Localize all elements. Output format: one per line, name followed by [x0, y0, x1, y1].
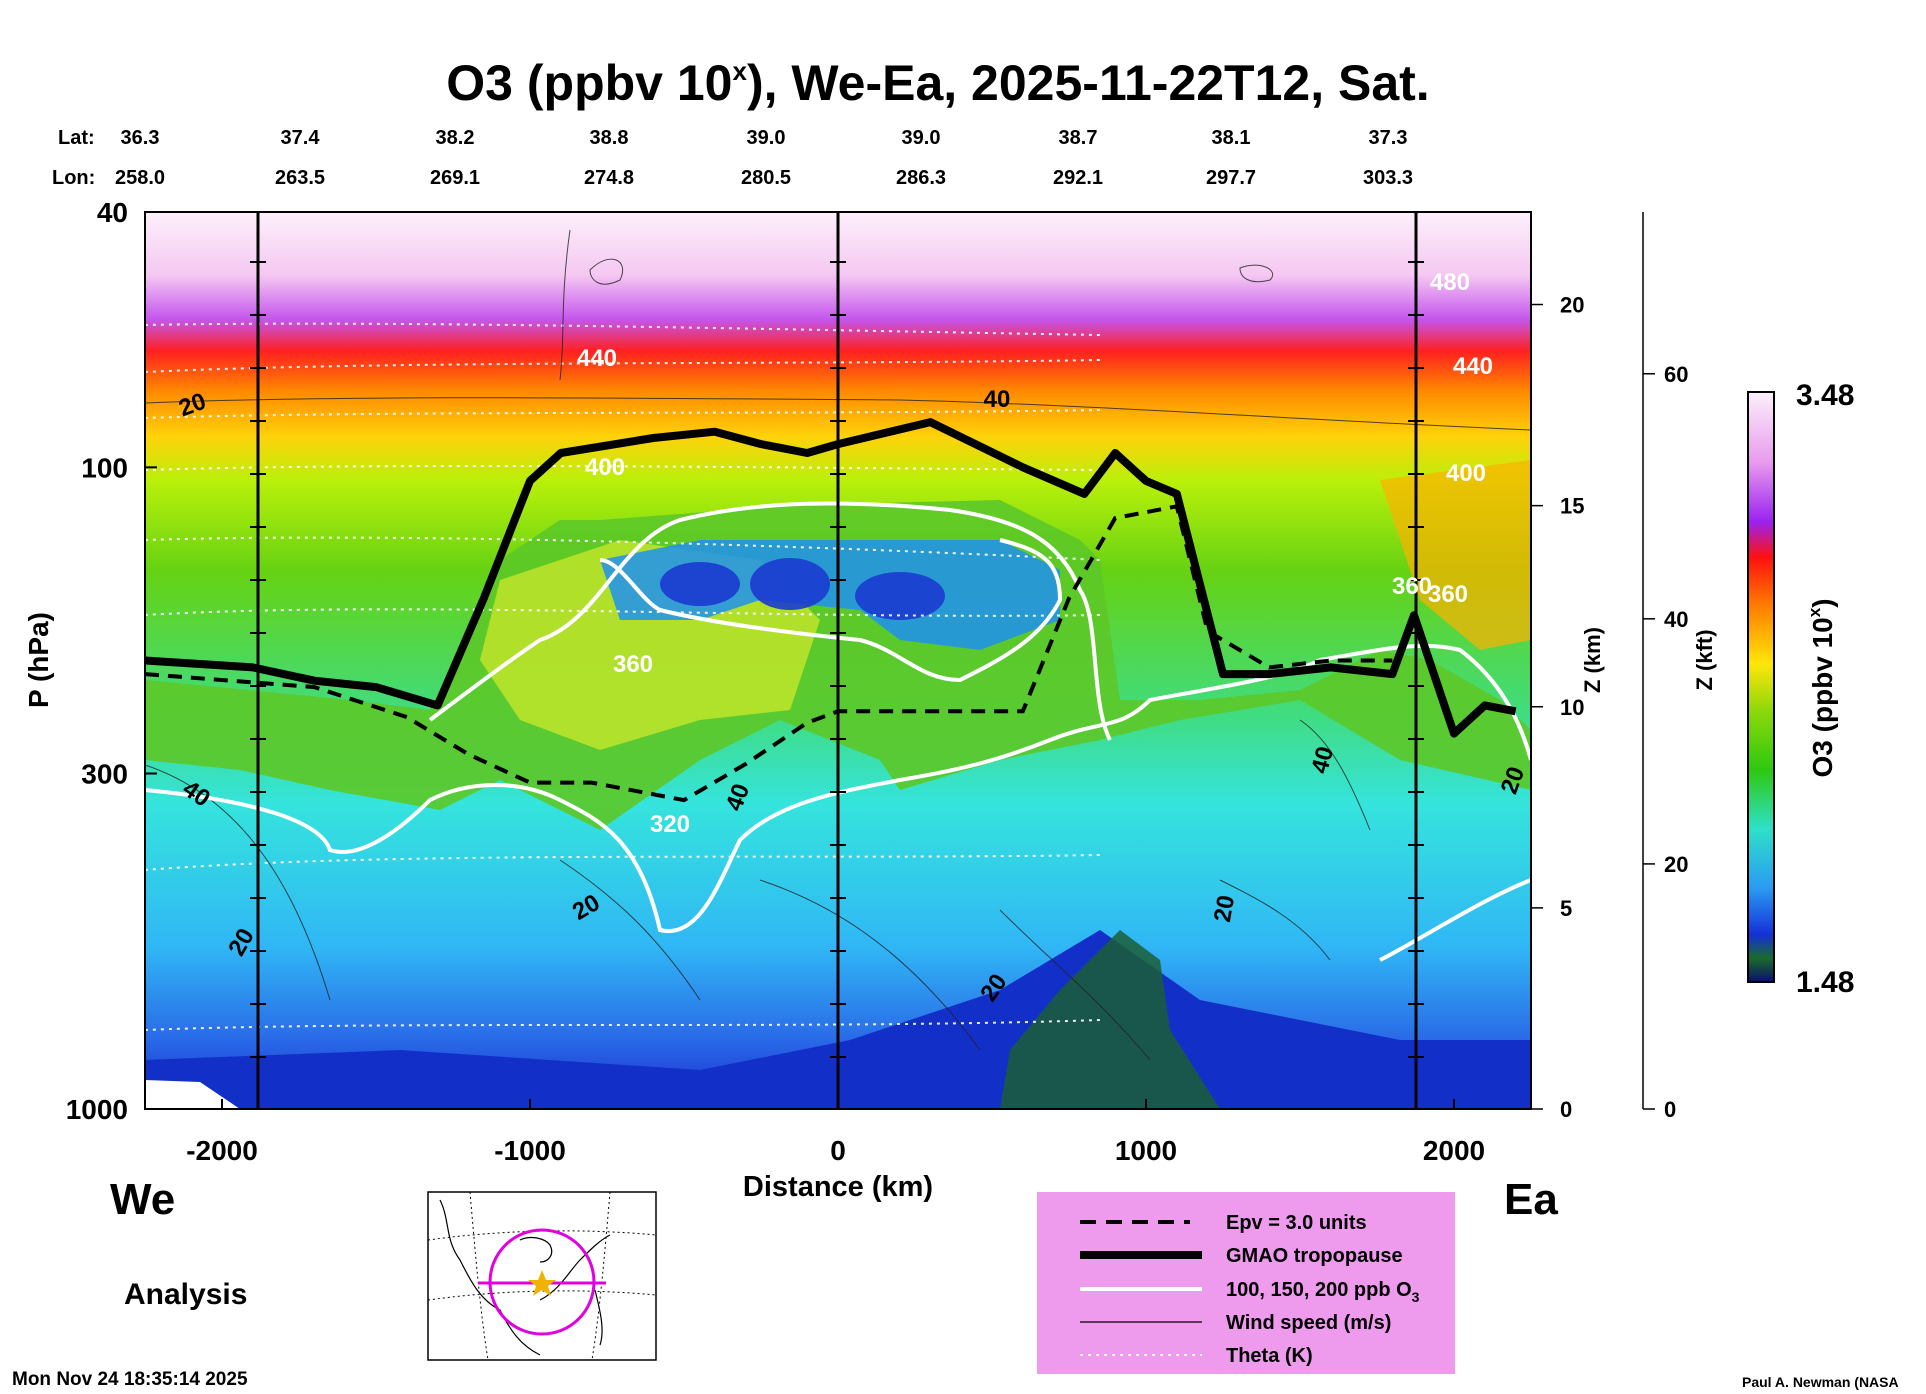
lon-value: 269.1	[430, 167, 480, 189]
y-tick-label: 1000	[66, 1094, 128, 1125]
colorbar-min-label: 1.48	[1796, 966, 1854, 999]
lon-values: 258.0 263.5 269.1 274.8 280.5 286.3 292.1 297.7…	[115, 167, 1413, 189]
lon-value: 303.3	[1363, 167, 1413, 189]
lat-label: Lat:	[58, 127, 95, 149]
profile-lines	[256, 212, 1418, 1109]
z-km-tick-label: 0	[1560, 1097, 1572, 1122]
lat-value: 38.7	[1059, 127, 1098, 149]
credit: Paul A. Newman (NASA	[1742, 1374, 1899, 1390]
ozone-east-upper	[1380, 460, 1531, 650]
theta-contours	[145, 322, 1101, 1031]
legend-item-wind: Wind speed (m/s)	[1226, 1312, 1391, 1334]
lat-values: 36.3 37.4 38.2 38.8 39.0 39.0 38.7 38.1 37.3	[121, 127, 1408, 149]
x-axis: -2000 -1000 0 1000 2000	[186, 1099, 1485, 1166]
star-icon	[528, 1270, 556, 1296]
lon-value: 258.0	[115, 167, 165, 189]
theta-label: 320	[650, 811, 690, 838]
timestamp: Mon Nov 24 18:35:14 2025	[12, 1369, 248, 1390]
y-axis-label: P (hPa)	[23, 612, 54, 708]
coastline	[439, 1199, 611, 1356]
z-kft-axis: 0 20 40 60	[1643, 362, 1688, 1122]
x-tick-label: 1000	[1115, 1135, 1177, 1166]
z-kft-axis-label: Z (kft)	[1692, 629, 1717, 690]
z-kft-tick-label: 20	[1664, 852, 1688, 877]
x-tick-label: -1000	[494, 1135, 566, 1166]
z-km-tick-label: 10	[1560, 695, 1584, 720]
legend: Epv = 3.0 units GMAO tropopause 100, 150…	[1037, 1192, 1455, 1374]
lon-value: 280.5	[741, 167, 791, 189]
ozone-min-blob	[855, 572, 945, 620]
z-km-axis: 0 5 10 15 20	[1531, 293, 1584, 1122]
lat-value: 36.3	[121, 127, 160, 149]
y-tick-label: 40	[97, 197, 128, 228]
x-tick-label: -2000	[186, 1135, 258, 1166]
lon-label: Lon:	[52, 167, 95, 189]
colorbar	[1747, 391, 1775, 983]
theta-label: 480	[1430, 269, 1470, 296]
cross-section-plot	[145, 212, 1531, 1109]
z-kft-tick-label: 0	[1664, 1097, 1676, 1122]
colorbar-max-label: 3.48	[1796, 379, 1854, 412]
legend-item-tropopause: GMAO tropopause	[1226, 1245, 1403, 1267]
lat-value: 37.4	[281, 127, 321, 149]
y-tick-label: 100	[81, 452, 128, 483]
theta-label: 440	[1453, 353, 1493, 380]
z-km-tick-label: 15	[1560, 494, 1584, 519]
lat-value: 38.2	[436, 127, 475, 149]
z-km-tick-label: 20	[1560, 293, 1584, 318]
graticule	[427, 1191, 657, 1361]
locator-map	[427, 1191, 657, 1361]
theta-label: 440	[577, 345, 617, 372]
lat-value: 39.0	[902, 127, 941, 149]
legend-item-epv: Epv = 3.0 units	[1226, 1212, 1367, 1234]
lat-value: 38.8	[590, 127, 629, 149]
y-axis: 1000 300 100 40	[66, 197, 157, 1125]
z-kft-tick-label: 40	[1664, 607, 1688, 632]
profile-line-ticks	[250, 261, 1424, 1058]
surface-mask	[145, 1080, 240, 1109]
chart-title: O3 (ppbv 10x), We-Ea, 2025-11-22T12, Sat…	[446, 55, 1429, 111]
legend-item-theta: Theta (K)	[1226, 1345, 1313, 1367]
west-label: We	[110, 1175, 175, 1224]
colorbar-title: O3 (ppbv 10x)	[1805, 598, 1838, 777]
theta-label: 400	[1446, 460, 1486, 487]
ozone-surface-darkgreen	[1000, 930, 1220, 1109]
lat-value: 39.0	[747, 127, 786, 149]
lon-value: 286.3	[896, 167, 946, 189]
y-tick-label: 300	[81, 758, 128, 789]
east-label: Ea	[1504, 1175, 1558, 1224]
x-tick-label: 2000	[1423, 1135, 1485, 1166]
legend-item-ozone: 100, 150, 200 ppb O3	[1226, 1279, 1420, 1305]
x-axis-label: Distance (km)	[743, 1171, 933, 1203]
wind-speed-contours	[145, 229, 1531, 1061]
lat-value: 37.3	[1369, 127, 1408, 149]
z-kft-tick-label: 60	[1664, 362, 1688, 387]
wind-speed-label: 20	[1209, 893, 1240, 924]
ozone-min-blob	[660, 562, 740, 606]
lon-value: 263.5	[275, 167, 325, 189]
theta-label: 400	[585, 454, 625, 481]
theta-label: 360	[1428, 581, 1468, 608]
lon-value: 274.8	[584, 167, 634, 189]
lon-value: 292.1	[1053, 167, 1103, 189]
z-km-tick-label: 5	[1560, 896, 1572, 921]
ozone-min-blob	[750, 558, 830, 610]
lon-value: 297.7	[1206, 167, 1256, 189]
z-km-axis-label: Z (km)	[1580, 627, 1605, 693]
x-tick-label: 0	[830, 1135, 846, 1166]
analysis-label: Analysis	[124, 1278, 247, 1311]
lat-value: 38.1	[1212, 127, 1251, 149]
wind-speed-label: 40	[984, 386, 1011, 413]
gmao-tropopause	[145, 418, 1517, 738]
theta-label: 360	[613, 651, 653, 678]
theta-label: 360	[1392, 573, 1432, 600]
